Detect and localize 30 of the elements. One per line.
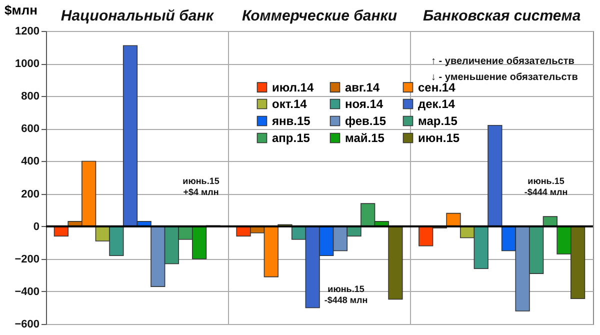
legend-label: фев.15 <box>345 114 386 128</box>
legend-label: мар.15 <box>418 114 458 128</box>
y-tick-label: 0 <box>33 220 40 233</box>
legend-label: янв.15 <box>272 114 311 128</box>
legend-label: июн.15 <box>418 131 460 145</box>
annotation: июнь.15 +$4 млн <box>182 176 220 197</box>
annotation: июнь.15 -$448 млн <box>324 284 368 305</box>
y-tick-label: −600 <box>14 318 40 330</box>
x-tick-label: Коммерческие банки <box>242 8 398 24</box>
x-tick-label: Банковская система <box>422 8 581 24</box>
legend-label: окт.14 <box>272 97 308 111</box>
legend-label: дек.14 <box>418 97 456 111</box>
x-tick-label: Национальный банк <box>60 8 215 24</box>
y-tick-label: 400 <box>21 156 40 168</box>
y-tick-label: 1000 <box>15 58 40 70</box>
legend-label: апр.15 <box>272 131 310 145</box>
annotation: ↓ - уменьшение обязательств <box>431 72 578 83</box>
legend-label: ноя.14 <box>345 97 384 111</box>
legend-label: авг.14 <box>345 80 380 94</box>
y-tick-label: 1200 <box>15 26 40 38</box>
y-tick-label: 800 <box>21 90 40 103</box>
y-tick-label: −400 <box>14 286 40 298</box>
annotation: ↑ - увеличение обязательств <box>431 56 574 67</box>
y-tick-label: −200 <box>14 253 40 266</box>
y-tick-label: 600 <box>21 123 40 136</box>
legend-label: май.15 <box>345 131 385 145</box>
legend-label: июл.14 <box>272 80 314 94</box>
y-axis-title: $млн <box>4 2 38 18</box>
annotation: июнь.15 -$444 млн <box>524 176 568 197</box>
y-tick-label: 200 <box>21 188 40 200</box>
